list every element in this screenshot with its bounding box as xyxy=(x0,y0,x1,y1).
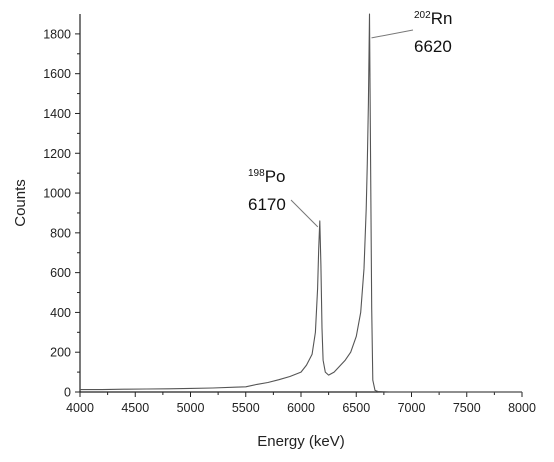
annotation-isotope-mass: 198 xyxy=(248,168,265,179)
y-tick-label-0: 0 xyxy=(64,386,71,400)
annotation-energy-po: 6170 xyxy=(248,195,286,214)
annotation-label-po: 198Po xyxy=(248,167,285,186)
x-tick-label-6000: 6000 xyxy=(287,401,315,415)
annotation-element: Po xyxy=(265,167,286,186)
y-tick-label-400: 400 xyxy=(50,306,71,320)
x-tick-label-6500: 6500 xyxy=(342,401,370,415)
annotation-element: Rn xyxy=(431,9,453,28)
x-tick-label-5000: 5000 xyxy=(177,401,205,415)
x-tick-label-8000: 8000 xyxy=(508,401,536,415)
y-tick-label-600: 600 xyxy=(50,266,71,280)
y-tick-label-1400: 1400 xyxy=(43,107,71,121)
y-tick-label-1200: 1200 xyxy=(43,147,71,161)
x-tick-label-4500: 4500 xyxy=(121,401,149,415)
annotation-leader-rn xyxy=(371,29,414,39)
annotation-isotope-mass: 202 xyxy=(414,10,431,21)
annotation-label-rn: 202Rn xyxy=(414,9,452,28)
y-tick-label-1800: 1800 xyxy=(43,27,71,41)
y-tick-label-200: 200 xyxy=(50,346,71,360)
y-tick-label-1600: 1600 xyxy=(43,67,71,81)
annotation-energy-rn: 6620 xyxy=(414,37,452,56)
y-axis-title: Counts xyxy=(12,179,29,227)
x-tick-label-7500: 7500 xyxy=(453,401,481,415)
series-line xyxy=(80,13,522,393)
x-tick-label-7000: 7000 xyxy=(398,401,426,415)
x-axis-title: Energy (keV) xyxy=(257,433,345,450)
y-tick-label-1000: 1000 xyxy=(43,187,71,201)
annotation-leader-po xyxy=(290,199,319,228)
plot-area: 4000 4500 5000 5500 6000 6500 7000 7500 8000 0 200… xyxy=(12,9,536,450)
x-tick-label-5500: 5500 xyxy=(232,401,260,415)
y-tick-label-800: 800 xyxy=(50,226,71,240)
x-tick-label-4000: 4000 xyxy=(66,401,94,415)
